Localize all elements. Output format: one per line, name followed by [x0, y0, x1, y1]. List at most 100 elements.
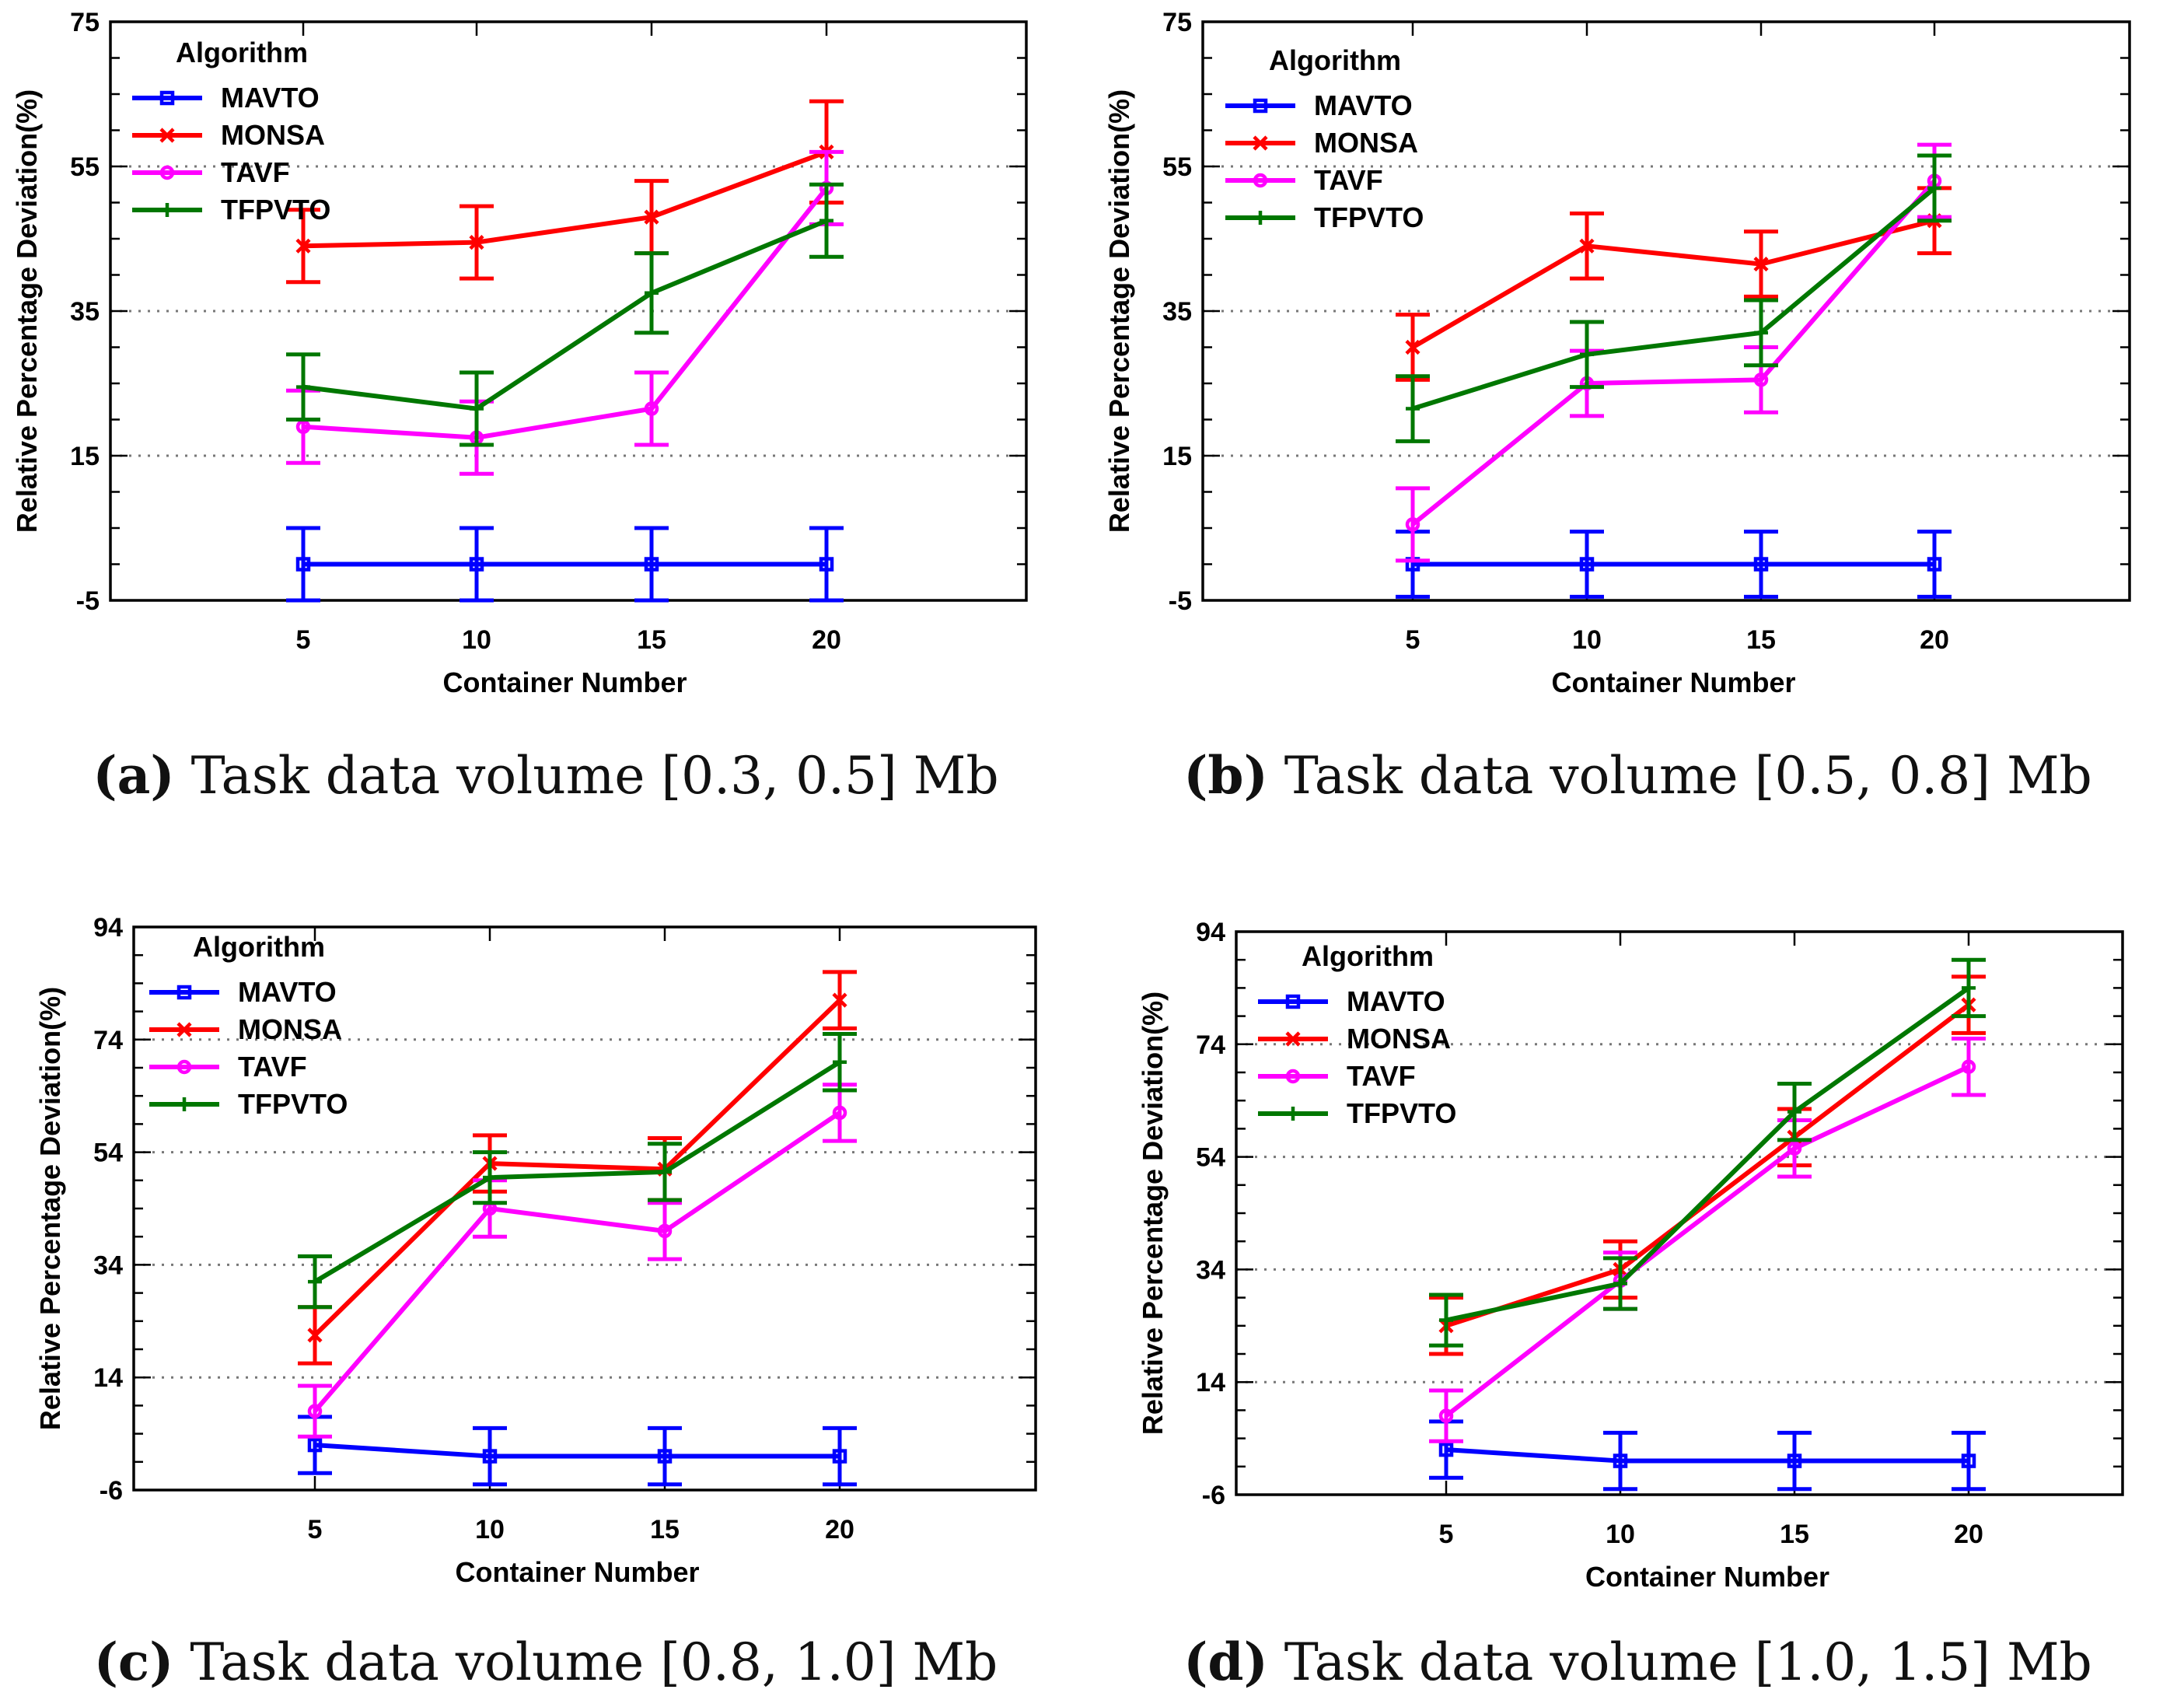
legend-label-monsa: MONSA: [238, 1013, 342, 1045]
legend-title: Algorithm: [176, 37, 308, 68]
x-tick-label: 5: [308, 1515, 323, 1544]
x-tick-label: 15: [1780, 1520, 1809, 1549]
y-tick-label: 55: [1162, 152, 1192, 182]
point-mavto-20: [819, 557, 834, 572]
series-monsa: [298, 970, 857, 1366]
legend-title: Algorithm: [1269, 44, 1401, 76]
line-mavto: [1445, 1447, 1969, 1464]
plot-frame: [132, 925, 1037, 1492]
y-axis-label: Relative Percentage Deviation(%): [1103, 89, 1135, 533]
y-tick-label: 75: [70, 8, 100, 37]
x-tick-label: 10: [1572, 625, 1602, 655]
legend-label-tfpvto: TFPVTO: [238, 1088, 348, 1120]
legend-marker-tavf: [159, 165, 175, 180]
point-mavto-15: [644, 557, 659, 572]
line-monsa: [302, 149, 828, 249]
legend-marker-tfpvto: [1286, 1107, 1300, 1121]
x-axis-label: Container Number: [1585, 1561, 1829, 1593]
legend-label-monsa: MONSA: [1347, 1023, 1451, 1055]
point-mavto-15: [657, 1449, 673, 1464]
chart-panel-b: 75 55 35 15 -5 5 10 15 20 Container Number Relativ…: [1103, 8, 2131, 698]
series-tavf: [286, 149, 844, 476]
legend-marker-mavto: [1253, 98, 1268, 114]
line-tavf: [1445, 1065, 1970, 1418]
line-tavf: [1411, 179, 1937, 526]
y-tick-label: 54: [93, 1139, 123, 1168]
point-tavf-5: [1405, 517, 1420, 532]
legend-label-tavf: TAVF: [221, 156, 290, 188]
y-tick-label: 74: [1196, 1030, 1225, 1060]
legend-marker-mavto: [176, 985, 192, 1000]
x-tick-label: 15: [1746, 625, 1776, 655]
line-monsa: [1445, 1002, 1970, 1328]
plot-frame: [109, 20, 1028, 602]
point-mavto-20: [1961, 1453, 1976, 1468]
point-tfpvto-10: [483, 1170, 497, 1185]
caption-b-text: Task data volume [0.5, 0.8] Mb: [1267, 746, 2092, 806]
legend-label-mavto: MAVTO: [1314, 89, 1413, 121]
legend-marker-mavto: [1285, 994, 1301, 1009]
x-tick-label: 20: [1954, 1520, 1983, 1549]
series-tavf: [298, 1083, 857, 1439]
point-tfpvto-15: [1787, 1104, 1801, 1119]
y-tick-label: 14: [1196, 1368, 1225, 1397]
series-tfpvto: [1429, 957, 1986, 1348]
line-tfpvto: [302, 218, 828, 411]
y-tick-label: 54: [1196, 1143, 1225, 1173]
x-tick-label: 15: [650, 1515, 680, 1544]
legend-marker-tfpvto: [177, 1097, 191, 1111]
point-tavf-15: [657, 1223, 673, 1239]
caption-d-text: Task data volume [1.0, 1.5] Mb: [1267, 1632, 2092, 1692]
point-tfpvto-10: [1580, 347, 1594, 362]
x-tick-label: 15: [637, 625, 666, 655]
y-tick-label: 74: [93, 1026, 123, 1055]
point-tavf-20: [832, 1105, 847, 1121]
y-tick-label: -6: [100, 1476, 123, 1506]
y-axis-label: Relative Percentage Deviation(%): [11, 89, 43, 533]
x-tick-label: 10: [462, 625, 491, 655]
caption-d: (d) Task data volume [1.0, 1.5] Mb: [1092, 1632, 2184, 1692]
line-tavf: [302, 187, 829, 440]
point-tavf-15: [1753, 373, 1769, 387]
point-tfpvto-5: [308, 1275, 322, 1289]
series-tfpvto: [286, 182, 844, 447]
point-tfpvto-15: [1754, 325, 1768, 340]
point-tfpvto-5: [296, 380, 310, 394]
legend-label-monsa: MONSA: [221, 119, 325, 151]
legend-label-mavto: MAVTO: [1347, 985, 1445, 1017]
legend-marker-monsa: [1253, 135, 1268, 151]
caption-c: (c) Task data volume [0.8, 1.0] Mb: [0, 1632, 1092, 1692]
point-tfpvto-10: [1613, 1276, 1627, 1291]
x-tick-label: 5: [1439, 1520, 1454, 1549]
y-tick-label: 15: [1162, 442, 1192, 471]
series-tavf: [1396, 142, 1952, 563]
line-monsa: [1411, 218, 1935, 350]
line-tfpvto: [1445, 985, 1970, 1323]
caption-c-letter: (c): [93, 1632, 174, 1692]
series-tfpvto: [1396, 153, 1952, 443]
legend-label-monsa: MONSA: [1314, 127, 1418, 159]
x-axis-label: Container Number: [1551, 666, 1795, 698]
point-tfpvto-10: [470, 401, 484, 416]
point-mavto-5: [1438, 1442, 1454, 1457]
legend-label-mavto: MAVTO: [221, 82, 320, 114]
y-tick-label: -5: [76, 586, 100, 616]
x-tick-label: 10: [1606, 1520, 1635, 1549]
chart-panel-d: 94 74 54 34 14 -6 5 10 15 20 Container Number Relat…: [1137, 918, 2124, 1593]
point-tavf-15: [644, 401, 659, 416]
caption-a-letter: (a): [93, 745, 175, 806]
legend-label-tavf: TAVF: [238, 1051, 307, 1083]
caption-a: (a) Task data volume [0.3, 0.5] Mb: [0, 745, 1092, 806]
series-monsa: [286, 99, 844, 285]
caption-d-letter: (d): [1183, 1632, 1268, 1692]
point-tfpvto-20: [1927, 180, 1941, 195]
point-tfpvto-20: [1962, 981, 1976, 995]
series-mavto: [286, 526, 844, 603]
point-monsa-15: [1753, 256, 1769, 272]
series-mavto: [298, 1415, 857, 1487]
plot-frame: [1201, 20, 2131, 602]
point-mavto-15: [1787, 1453, 1802, 1468]
y-tick-label: 94: [1196, 918, 1225, 947]
point-mavto-10: [482, 1449, 498, 1464]
point-mavto-15: [1753, 557, 1769, 572]
